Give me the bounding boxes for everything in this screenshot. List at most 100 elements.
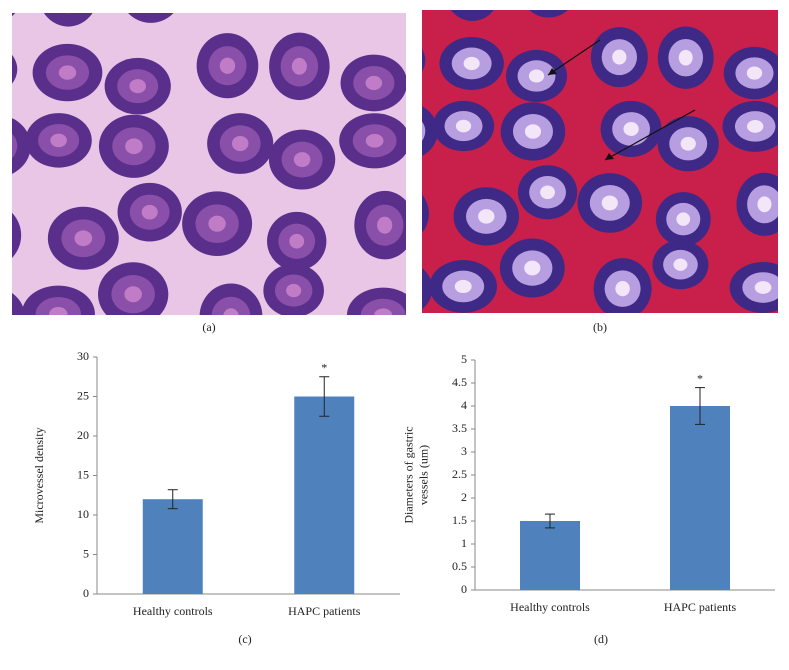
gland-core [0,138,4,154]
gland-core [454,279,472,294]
gland-core [683,340,697,355]
gland-core [365,75,383,91]
y-tick-label: 3 [461,444,467,458]
gland-core [614,332,629,345]
gland [372,309,431,365]
gland [618,312,626,313]
gland-core [74,230,93,247]
significance-mark: * [321,361,327,375]
y-tick-label: 20 [77,428,89,442]
gland [346,287,406,315]
gland [731,326,789,388]
gland-lumen [537,325,572,354]
gland [12,212,22,258]
bar [142,499,203,594]
gland-core [289,233,305,249]
gland-lumen [360,298,406,315]
gland [12,13,16,17]
gland-core [747,120,764,133]
arrow [547,39,601,76]
gland-core [678,49,693,66]
gland-core [61,0,76,2]
gland-core [623,121,639,136]
x-tick-label: Healthy controls [133,604,213,618]
bar [294,396,355,594]
x-tick-label: HAPC patients [664,600,737,614]
gland-core [50,133,67,148]
gland-core [231,135,249,152]
x-tick-label: HAPC patients [288,604,361,618]
gland-lumen [603,323,641,353]
y-tick-label: 30 [77,349,89,363]
gland [12,118,31,174]
panel-label: (c) [238,632,251,646]
y-tick-label: 5 [461,352,467,366]
gland-core [293,152,311,168]
y-tick-label: 5 [83,546,89,560]
y-tick-label: 4.5 [452,375,467,389]
bar [520,521,580,590]
gland [43,13,93,27]
gland-core [58,65,77,80]
gland-core [124,286,142,303]
gland-core [524,124,542,139]
gland [422,49,426,72]
gland [526,315,583,364]
gland-core [676,212,691,226]
gland [199,283,263,315]
gland-core [141,204,158,220]
histology-image-b [372,0,789,388]
gland [422,268,433,310]
gland [275,0,343,13]
gland-core [365,133,384,148]
y-tick-label: 3.5 [452,421,467,435]
y-tick-label: 2.5 [452,467,467,481]
gland-lumen [422,121,426,141]
gland [592,0,654,4]
gland-core [478,209,495,224]
panel-label: (d) [594,632,608,646]
y-tick-label: 0.5 [452,559,467,573]
y-axis-label: vessels (um) [416,445,430,505]
gland-core [286,283,302,298]
bar [670,406,730,590]
gland [422,194,429,233]
gland-core [377,216,393,234]
arrow [604,109,696,161]
gland-core [374,308,393,315]
gland-lumen [455,0,490,9]
gland-core [129,79,146,94]
gland-core [601,195,618,211]
arrow-head [605,153,614,160]
y-axis-label: Microvessel density [32,427,46,523]
gland-core [547,333,561,345]
gland-lumen [35,297,82,315]
gland-core [757,196,772,213]
gland-core [463,56,480,71]
gland [12,54,18,84]
gland-core [223,308,239,315]
gland-core [754,281,772,294]
y-tick-label: 2 [461,490,467,504]
gland [719,0,787,9]
y-tick-label: 0 [461,582,467,596]
gland-lumen [0,0,11,12]
gland [529,10,569,18]
gland-lumen [211,296,251,315]
gland-core [49,307,68,315]
gland-core [219,57,236,74]
arrow-head [548,68,557,75]
gland [370,13,374,14]
gland-core [528,69,545,83]
gland [664,0,727,8]
panel-label: (b) [593,320,607,334]
gland-lumen [0,299,12,335]
gland [197,0,264,8]
y-tick-label: 4 [461,398,467,412]
gland-core [208,215,226,232]
gland-core [612,49,627,65]
y-tick-label: 10 [77,507,89,521]
gland-lumen [12,133,18,159]
y-tick-label: 25 [77,388,89,402]
